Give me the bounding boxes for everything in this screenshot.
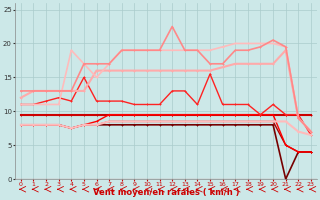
X-axis label: Vent moyen/en rafales ( km/h ): Vent moyen/en rafales ( km/h ) — [92, 188, 239, 197]
